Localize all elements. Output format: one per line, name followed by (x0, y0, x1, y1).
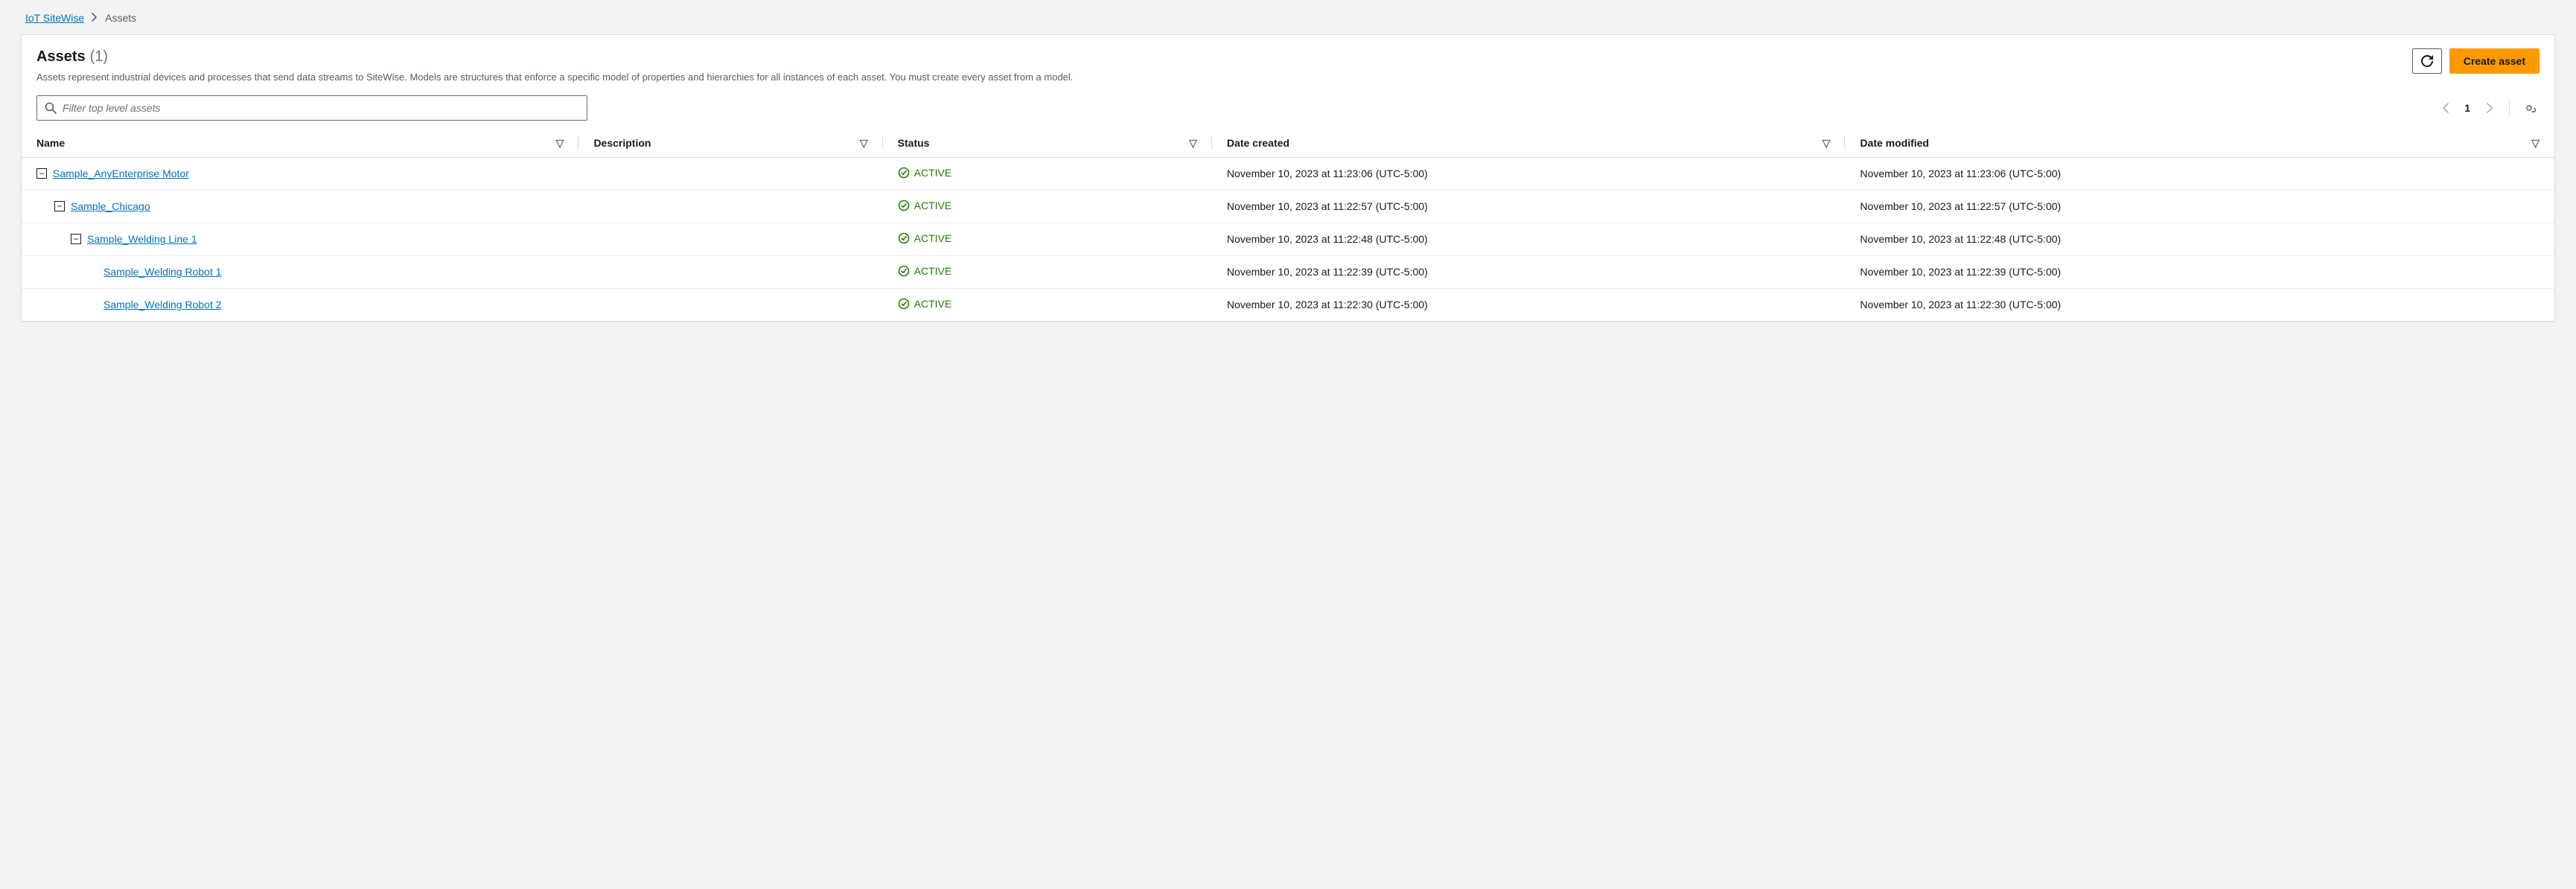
cell-date-created: November 10, 2023 at 11:22:30 (UTC-5:00) (1212, 288, 1846, 321)
tree-spacer (87, 299, 98, 310)
table-row: −Sample_AnyEnterprise Motor ACTIVE Novembe… (22, 157, 2554, 190)
cell-status: ACTIVE (883, 255, 1212, 288)
assets-tbody: −Sample_AnyEnterprise MotorACTIVENovembe… (22, 157, 2554, 321)
breadcrumb: IoT SiteWise Assets (21, 12, 2555, 24)
cell-status: ACTIVE (883, 157, 1212, 190)
asset-link[interactable]: Sample_Welding Robot 2 (103, 299, 222, 310)
asset-link[interactable]: Sample_Chicago (71, 200, 150, 212)
create-asset-button[interactable]: Create asset (2449, 48, 2540, 74)
gear-icon (2522, 101, 2536, 115)
sort-icon: ▽ (2531, 137, 2540, 150)
panel-actions: Create asset (2412, 48, 2540, 74)
col-description[interactable]: Description▽ (578, 130, 882, 158)
cell-date-modified: November 10, 2023 at 11:22:57 (UTC-5:00) (1845, 190, 2554, 223)
cell-status: ACTIVE (883, 288, 1212, 321)
status-badge: ACTIVE (898, 265, 952, 277)
cell-description (578, 157, 882, 190)
tree-collapse-toggle[interactable]: − (54, 201, 65, 211)
sort-icon: ▽ (1189, 137, 1197, 150)
cell-date-modified: November 10, 2023 at 11:22:48 (UTC-5:00) (1845, 223, 2554, 255)
asset-link[interactable]: Sample_AnyEnterprise Motor (53, 168, 189, 179)
cell-date-created: November 10, 2023 at 11:22:48 (UTC-5:00) (1212, 223, 1846, 255)
filter-input[interactable] (63, 102, 579, 114)
breadcrumb-root-link[interactable]: IoT SiteWise (25, 12, 84, 24)
panel-title-text: Assets (36, 48, 86, 66)
page-root: IoT SiteWise Assets Assets (1) Assets re… (0, 0, 2576, 342)
panel-title: Assets (1) (36, 48, 2397, 66)
table-row: Sample_Welding Robot 1 ACTIVE November 10,… (22, 255, 2554, 288)
panel-description: Assets represent industrial devices and … (36, 70, 2397, 85)
table-header-row: Name▽ Description▽ Status▽ Date created▽… (22, 130, 2554, 158)
refresh-button[interactable] (2412, 48, 2442, 74)
col-status[interactable]: Status▽ (883, 130, 1212, 158)
settings-button[interactable] (2519, 98, 2540, 118)
cell-status: ACTIVE (883, 190, 1212, 223)
breadcrumb-current: Assets (105, 12, 136, 24)
status-badge: ACTIVE (898, 167, 952, 179)
table-row: −Sample_Welding Line 1 ACTIVE November 10,… (22, 223, 2554, 255)
toolbar: 1 (22, 85, 2554, 130)
panel-title-count: (1) (90, 48, 108, 66)
col-date-created[interactable]: Date created▽ (1212, 130, 1846, 158)
cell-date-created: November 10, 2023 at 11:22:39 (UTC-5:00) (1212, 255, 1846, 288)
cell-description (578, 255, 882, 288)
sort-icon: ▽ (860, 137, 868, 150)
sort-icon: ▽ (556, 137, 564, 150)
pagination: 1 (2435, 98, 2540, 118)
asset-link[interactable]: Sample_Welding Line 1 (87, 233, 197, 245)
divider (2509, 100, 2510, 116)
table-row: −Sample_Chicago ACTIVE November 10, 2023 a… (22, 190, 2554, 223)
cell-date-created: November 10, 2023 at 11:23:06 (UTC-5:00) (1212, 157, 1846, 190)
col-date-modified[interactable]: Date modified▽ (1845, 130, 2554, 158)
next-page-button[interactable] (2479, 98, 2500, 118)
sort-icon: ▽ (1823, 137, 1831, 150)
cell-date-modified: November 10, 2023 at 11:23:06 (UTC-5:00) (1845, 157, 2554, 190)
tree-collapse-toggle[interactable]: − (36, 168, 47, 179)
status-badge: ACTIVE (898, 298, 952, 310)
cell-description (578, 223, 882, 255)
tree-spacer (87, 267, 98, 277)
table-row: Sample_Welding Robot 2 ACTIVE November 10,… (22, 288, 2554, 321)
chevron-right-icon (2487, 103, 2493, 113)
assets-table: Name▽ Description▽ Status▽ Date created▽… (22, 130, 2554, 321)
cell-description (578, 190, 882, 223)
asset-link[interactable]: Sample_Welding Robot 1 (103, 266, 222, 278)
chevron-right-icon (92, 12, 98, 24)
col-name[interactable]: Name▽ (22, 130, 578, 158)
cell-date-modified: November 10, 2023 at 11:22:30 (UTC-5:00) (1845, 288, 2554, 321)
chevron-left-icon (2442, 103, 2449, 113)
panel-header: Assets (1) Assets represent industrial d… (22, 35, 2554, 85)
cell-date-created: November 10, 2023 at 11:22:57 (UTC-5:00) (1212, 190, 1846, 223)
cell-date-modified: November 10, 2023 at 11:22:39 (UTC-5:00) (1845, 255, 2554, 288)
search-icon (45, 102, 57, 114)
page-number: 1 (2458, 102, 2476, 114)
prev-page-button[interactable] (2435, 98, 2455, 118)
tree-collapse-toggle[interactable]: − (71, 234, 81, 244)
status-badge: ACTIVE (898, 232, 952, 244)
panel-title-wrap: Assets (1) Assets represent industrial d… (36, 48, 2397, 85)
assets-panel: Assets (1) Assets represent industrial d… (21, 34, 2555, 322)
cell-status: ACTIVE (883, 223, 1212, 255)
status-badge: ACTIVE (898, 200, 952, 211)
filter-box[interactable] (36, 95, 587, 121)
cell-description (578, 288, 882, 321)
refresh-icon (2421, 55, 2433, 67)
